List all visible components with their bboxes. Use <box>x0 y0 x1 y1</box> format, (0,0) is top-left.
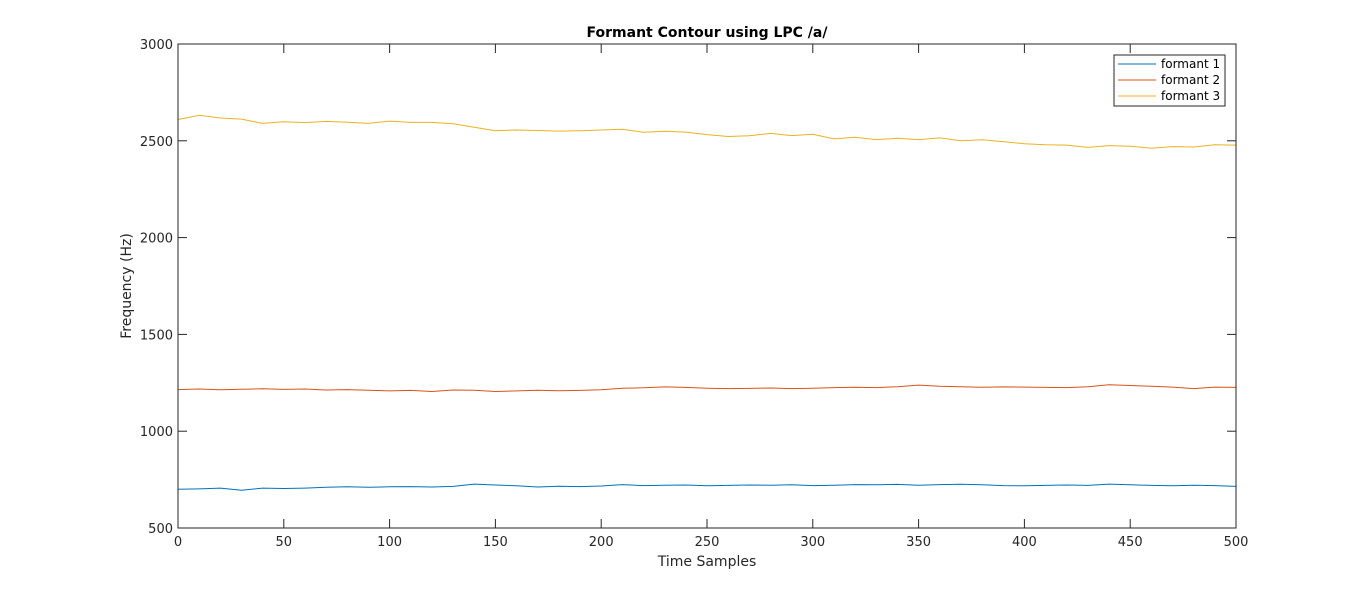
y-tick-label: 1500 <box>140 328 173 343</box>
x-tick-label: 50 <box>276 535 293 550</box>
x-tick-label: 100 <box>377 535 402 550</box>
y-tick-label: 3000 <box>140 38 173 53</box>
series-line-formant-3 <box>177 114 1237 149</box>
series-line-formant-1 <box>177 483 1237 491</box>
y-tick-label: 1000 <box>140 425 173 440</box>
legend-label: formant 3 <box>1161 89 1220 103</box>
chart-title: Formant Contour using LPC /a/ <box>587 25 829 41</box>
x-tick-label: 200 <box>589 535 614 550</box>
x-axis-label: Time Samples <box>657 554 757 570</box>
x-tick-label: 250 <box>695 535 720 550</box>
y-axis-label: Frequency (Hz) <box>119 233 135 339</box>
x-tick-label: 450 <box>1118 535 1143 550</box>
legend-label: formant 1 <box>1161 57 1220 71</box>
y-tick-label: 2500 <box>140 135 173 150</box>
plot-area <box>178 44 1236 528</box>
x-tick-label: 150 <box>483 535 508 550</box>
x-tick-label: 300 <box>800 535 825 550</box>
series-line-formant-2 <box>177 384 1237 393</box>
x-tick-label: 500 <box>1224 535 1249 550</box>
legend-label: formant 2 <box>1161 73 1220 87</box>
y-tick-label: 500 <box>148 522 173 537</box>
x-tick-label: 350 <box>906 535 931 550</box>
x-tick-label: 400 <box>1012 535 1037 550</box>
y-tick-label: 2000 <box>140 232 173 247</box>
x-tick-label: 0 <box>174 535 182 550</box>
legend: formant 1 formant 2 formant 3 <box>1113 54 1226 107</box>
